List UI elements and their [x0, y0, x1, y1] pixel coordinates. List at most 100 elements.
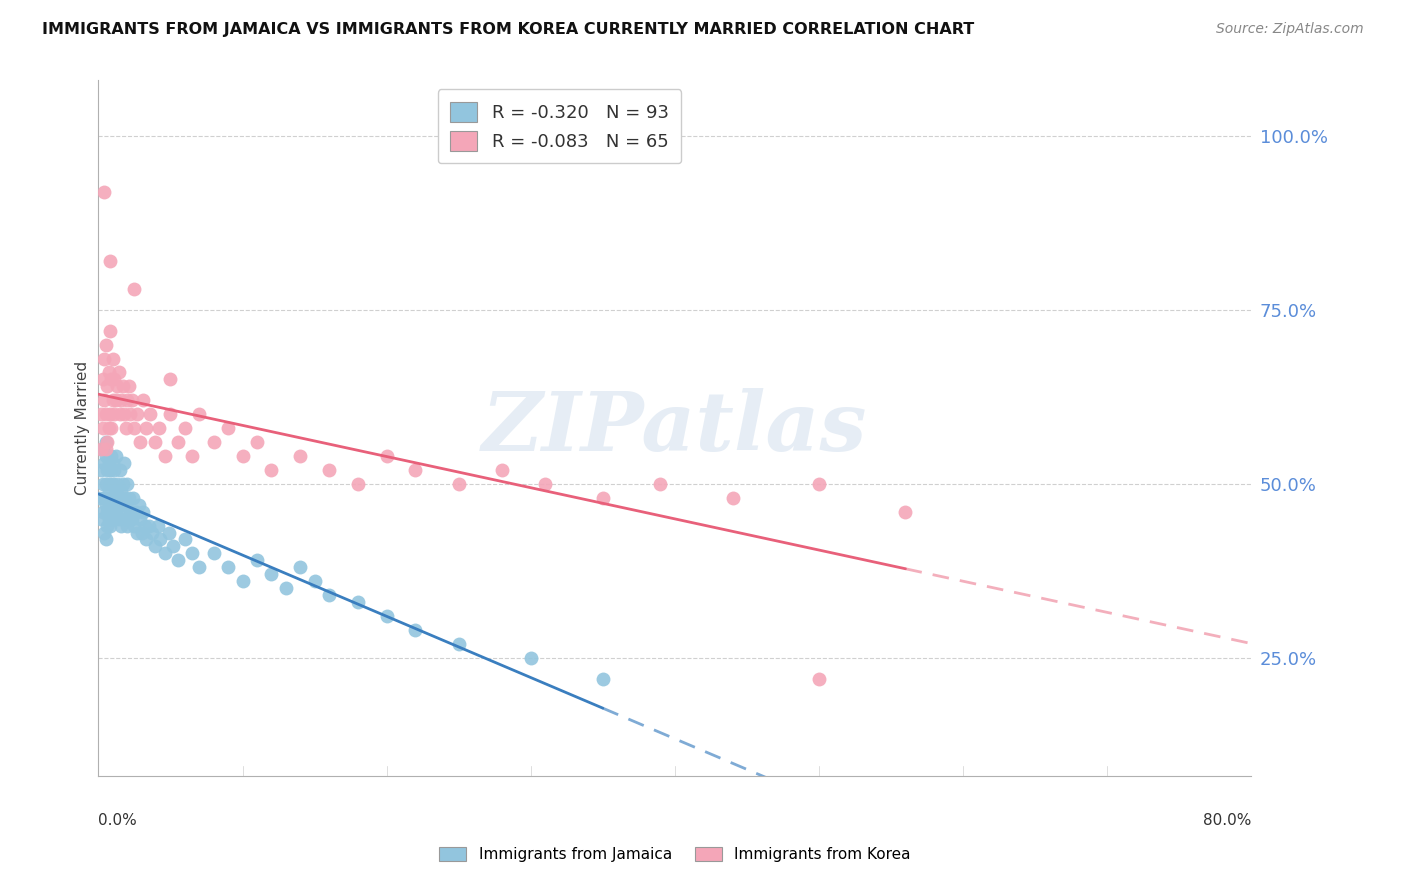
- Point: [124, 421, 146, 435]
- Point: [105, 379, 128, 393]
- Point: [375, 449, 398, 463]
- Point: [97, 421, 120, 435]
- Point: [108, 498, 131, 512]
- Point: [157, 525, 180, 540]
- Point: [118, 379, 141, 393]
- Point: [100, 491, 122, 505]
- Point: [153, 449, 176, 463]
- Point: [304, 574, 326, 589]
- Point: [105, 498, 128, 512]
- Point: [94, 476, 117, 491]
- Point: [131, 525, 153, 540]
- Text: 0.0%: 0.0%: [98, 814, 138, 828]
- Point: [94, 442, 117, 456]
- Point: [89, 491, 111, 505]
- Point: [520, 650, 543, 665]
- Point: [260, 567, 283, 582]
- Point: [120, 407, 142, 421]
- Text: IMMIGRANTS FROM JAMAICA VS IMMIGRANTS FROM KOREA CURRENTLY MARRIED CORRELATION C: IMMIGRANTS FROM JAMAICA VS IMMIGRANTS FR…: [42, 22, 974, 37]
- Point: [141, 525, 163, 540]
- Point: [100, 372, 122, 386]
- Point: [97, 511, 120, 525]
- Point: [97, 366, 120, 380]
- Point: [103, 407, 125, 421]
- Point: [127, 525, 149, 540]
- Point: [166, 553, 188, 567]
- Point: [98, 254, 121, 268]
- Point: [132, 505, 155, 519]
- Point: [807, 476, 830, 491]
- Point: [139, 407, 162, 421]
- Point: [231, 574, 254, 589]
- Point: [94, 533, 117, 547]
- Point: [98, 463, 121, 477]
- Point: [101, 498, 124, 512]
- Point: [290, 449, 312, 463]
- Point: [375, 609, 398, 624]
- Point: [111, 476, 134, 491]
- Point: [807, 672, 830, 686]
- Point: [162, 540, 184, 554]
- Point: [135, 421, 157, 435]
- Point: [97, 483, 120, 498]
- Point: [100, 449, 122, 463]
- Point: [98, 518, 121, 533]
- Point: [290, 560, 312, 574]
- Point: [101, 456, 124, 470]
- Point: [188, 560, 211, 574]
- Point: [114, 498, 136, 512]
- Point: [260, 463, 283, 477]
- Point: [134, 518, 156, 533]
- Point: [346, 476, 368, 491]
- Point: [188, 407, 211, 421]
- Legend: R = -0.320   N = 93, R = -0.083   N = 65: R = -0.320 N = 93, R = -0.083 N = 65: [437, 89, 682, 163]
- Point: [143, 435, 166, 450]
- Point: [97, 456, 120, 470]
- Point: [491, 463, 513, 477]
- Point: [110, 393, 132, 408]
- Point: [96, 435, 118, 450]
- Point: [202, 546, 225, 560]
- Point: [181, 449, 204, 463]
- Point: [128, 498, 150, 512]
- Point: [104, 505, 127, 519]
- Point: [93, 456, 115, 470]
- Point: [96, 463, 118, 477]
- Point: [93, 491, 115, 505]
- Point: [107, 491, 129, 505]
- Point: [894, 505, 917, 519]
- Point: [143, 540, 166, 554]
- Point: [111, 505, 134, 519]
- Point: [108, 407, 131, 421]
- Point: [100, 421, 122, 435]
- Point: [114, 421, 136, 435]
- Point: [112, 407, 135, 421]
- Point: [125, 505, 148, 519]
- Point: [174, 421, 197, 435]
- Point: [98, 407, 121, 421]
- Point: [117, 476, 139, 491]
- Point: [91, 476, 114, 491]
- Point: [405, 463, 427, 477]
- Point: [96, 379, 118, 393]
- Point: [98, 324, 121, 338]
- Point: [217, 421, 239, 435]
- Point: [127, 407, 149, 421]
- Point: [101, 393, 124, 408]
- Point: [100, 505, 122, 519]
- Point: [405, 623, 427, 637]
- Point: [124, 282, 146, 296]
- Point: [94, 435, 117, 450]
- Point: [97, 498, 120, 512]
- Point: [346, 595, 368, 609]
- Point: [103, 491, 125, 505]
- Point: [107, 366, 129, 380]
- Point: [447, 637, 470, 651]
- Point: [246, 553, 269, 567]
- Point: [217, 560, 239, 574]
- Point: [274, 581, 297, 595]
- Point: [94, 407, 117, 421]
- Point: [91, 372, 114, 386]
- Point: [93, 185, 115, 199]
- Point: [112, 491, 135, 505]
